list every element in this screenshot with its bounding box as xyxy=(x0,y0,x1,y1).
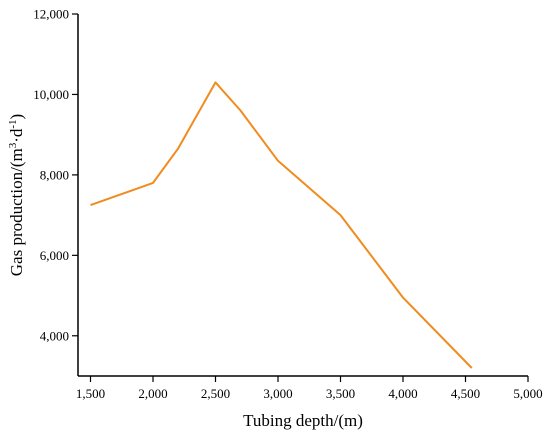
x-tick-label: 4,000 xyxy=(388,386,417,401)
series-layer xyxy=(90,81,473,369)
y-tick-label: 4,000 xyxy=(40,328,69,343)
x-axis-title: Tubing depth/(m) xyxy=(243,411,363,430)
x-tick-label: 3,500 xyxy=(326,386,355,401)
y-axis-title: Gas production/(m3·d-1) xyxy=(7,114,26,276)
x-tick-label: 3,000 xyxy=(263,386,292,401)
series-line xyxy=(90,81,473,369)
y-tick-label: 8,000 xyxy=(40,167,69,182)
y-axis-title-mid: ·d xyxy=(7,128,26,143)
y-tick-label: 10,000 xyxy=(33,87,69,102)
y-ticks: 4,000 6,000 8,000 10,000 12,000 xyxy=(33,7,78,343)
x-tick-label: 2,500 xyxy=(201,386,230,401)
y-axis-title-main: Gas production/(m xyxy=(7,148,26,276)
y-axis-title-end: ) xyxy=(7,114,26,120)
y-axis-title-sup2: -1 xyxy=(7,119,19,128)
x-tick-label: 5,000 xyxy=(513,386,542,401)
y-tick-label: 12,000 xyxy=(33,7,69,22)
x-tick-label: 4,500 xyxy=(451,386,480,401)
y-tick-label: 6,000 xyxy=(40,248,69,263)
x-tick-label: 2,000 xyxy=(138,386,167,401)
axes xyxy=(77,14,528,377)
y-axis-title-sup1: 3 xyxy=(7,142,19,148)
x-tick-label: 1,500 xyxy=(76,386,105,401)
x-ticks: 1,500 2,000 2,500 3,000 3,500 4,000 4,500 5,000 xyxy=(76,376,543,401)
